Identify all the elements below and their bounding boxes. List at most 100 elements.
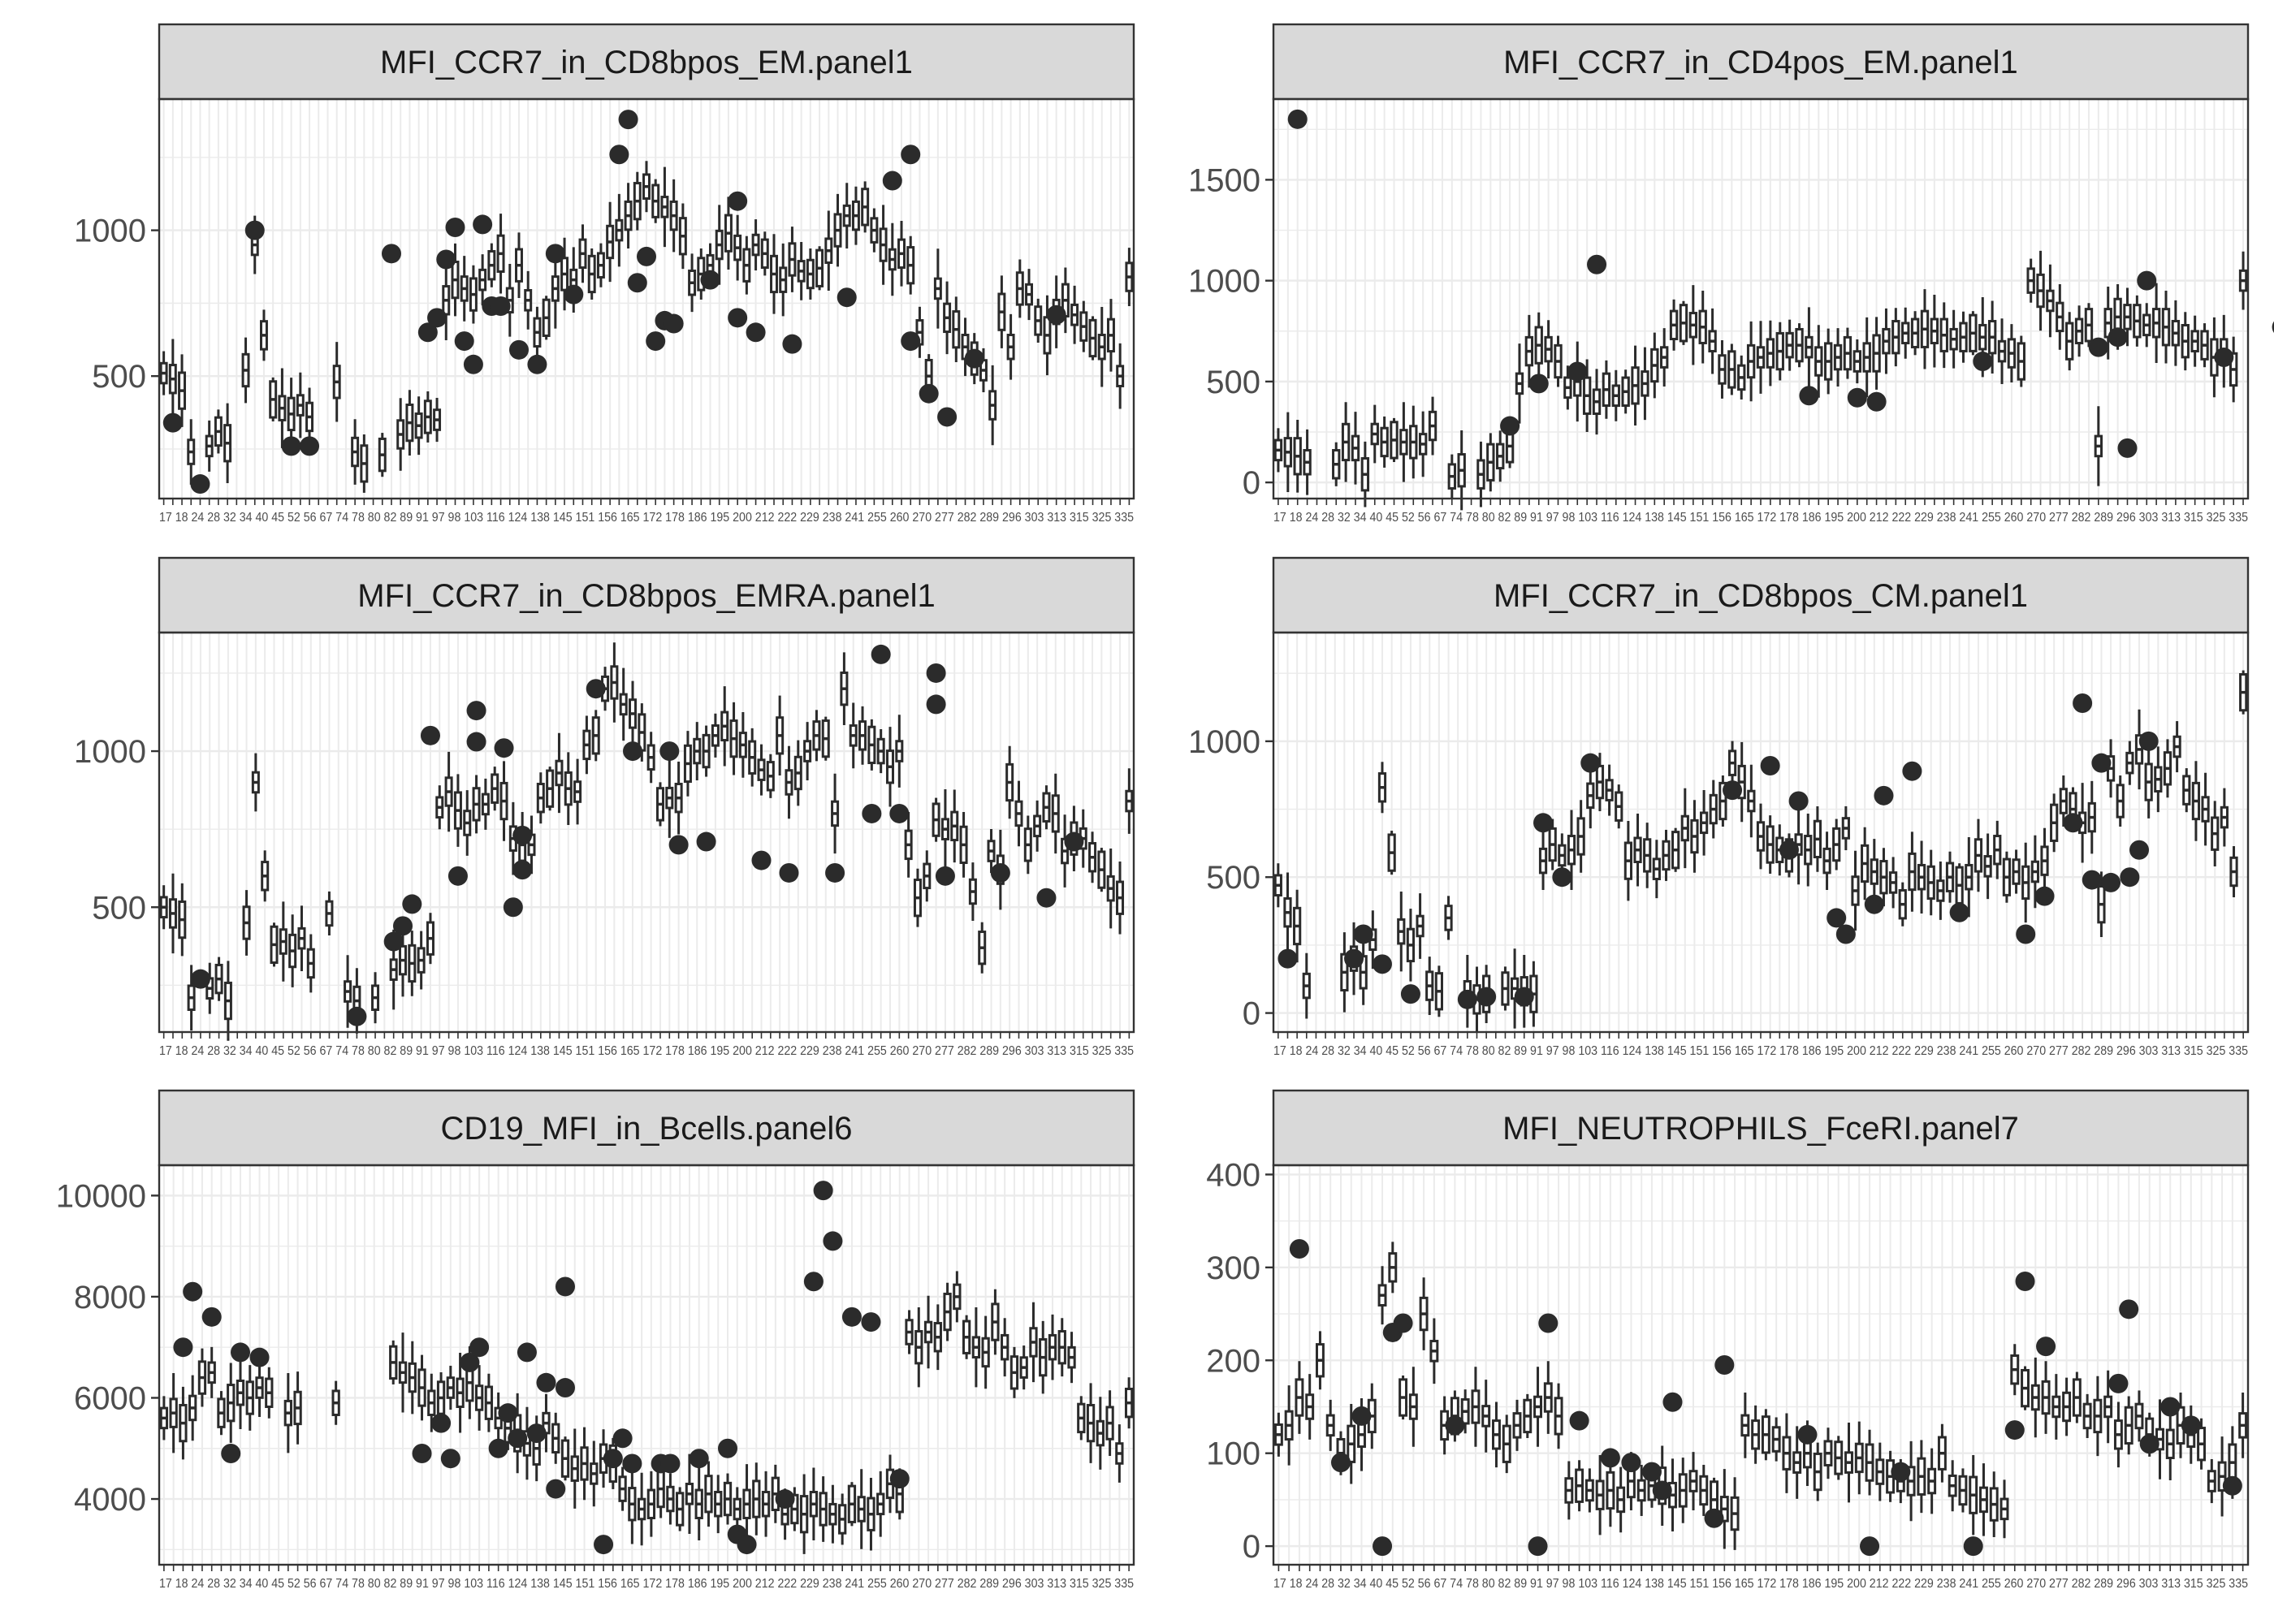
outlier-point [935, 866, 955, 886]
outlier-point [545, 244, 565, 264]
outlier-point [512, 860, 533, 880]
outlier-point [2088, 337, 2108, 357]
facet-strip [158, 1089, 1135, 1167]
outlier-point [1891, 1462, 1911, 1482]
outlier-point [646, 331, 666, 352]
outlier-point [775, 1489, 795, 1510]
outlier-point [668, 835, 689, 855]
outlier-point [1723, 780, 1743, 801]
outlier-point [637, 246, 656, 266]
outlier-point [871, 644, 891, 664]
facet-title: CD19_MFI_in_Bcells.panel6 [441, 1111, 853, 1147]
outlier-point [2138, 731, 2159, 751]
outlier-point [1652, 1480, 1672, 1501]
outlier-point [841, 1307, 862, 1327]
outlier-point [2091, 753, 2112, 773]
outlier-point [469, 1337, 490, 1358]
outlier-point [1621, 1453, 1641, 1473]
outlier-point [527, 354, 547, 374]
outlier-point [964, 348, 984, 369]
panel-background [159, 633, 1134, 1032]
x-tick-labels: 17 18 24 28 32 34 40 45 52 56 67 74 78 8… [159, 511, 1134, 525]
y-tick-label: 8000 [74, 1280, 146, 1315]
outlier-point [813, 1181, 833, 1201]
outlier-point [1874, 785, 1894, 806]
outlier-point [696, 831, 716, 852]
outlier-point [728, 191, 748, 211]
outlier-point [926, 663, 946, 683]
outlier-point [700, 270, 720, 290]
outlier-point [517, 1342, 537, 1363]
y-tick-label: 500 [1206, 860, 1260, 896]
facet-title: MFI_CCR7_in_CD8bpos_EM.panel1 [380, 45, 913, 80]
outlier-point [1827, 908, 1847, 928]
outlier-point [420, 725, 440, 745]
outlier-point [618, 110, 638, 130]
outlier-point [659, 741, 680, 762]
outlier-point [498, 1403, 518, 1423]
y-tick-label: 1000 [74, 214, 146, 249]
panel-border [158, 631, 1135, 1034]
y-tick-label: 500 [1206, 365, 1260, 400]
y-tick-label: 6000 [74, 1380, 146, 1416]
outlier-point [1963, 1536, 1983, 1557]
outlier-point [1372, 954, 1392, 974]
outlier-point [623, 741, 643, 762]
y-tick-label: 500 [92, 890, 146, 926]
facet-strip [1272, 23, 2250, 101]
outlier-point [383, 931, 404, 952]
outlier-point [431, 1413, 452, 1433]
outlier-point [473, 214, 493, 235]
outlier-point [1902, 761, 1922, 781]
y-tick-label: 4000 [74, 1482, 146, 1518]
outlier-point [2108, 1373, 2129, 1393]
outlier-point [1046, 304, 1066, 325]
outlier-point [2160, 1397, 2181, 1417]
facet-panel: MFI_CCR7_in_CD4pos_EM.panel1 0 500 1000 1500… [1188, 23, 2274, 525]
facet-title: MFI_CCR7_in_CD8bpos_CM.panel1 [1494, 578, 2028, 614]
outlier-point [1289, 1238, 1309, 1259]
outlier-point [1760, 756, 1780, 775]
outlier-point [526, 1423, 547, 1444]
outlier-point [2137, 270, 2157, 291]
outlier-point [889, 1469, 910, 1489]
outlier-point [190, 474, 210, 495]
outlier-point [381, 244, 401, 264]
outlier-point [1587, 254, 1607, 274]
outlier-point [837, 287, 857, 308]
outlier-point [1538, 1313, 1559, 1333]
outlier-point [503, 897, 523, 918]
outlier-point [603, 1449, 623, 1469]
y-tick-label: 1000 [74, 734, 146, 770]
outlier-point [1866, 391, 1887, 412]
y-tick-label: 300 [1206, 1250, 1260, 1286]
outlier-point [2108, 327, 2128, 348]
outlier-point [1400, 984, 1420, 1004]
outlier-point [402, 894, 422, 914]
outlier-point [1864, 894, 1884, 914]
outlier-point [1779, 840, 1799, 860]
outlier-point [494, 738, 514, 758]
outlier-point [249, 1347, 270, 1367]
outlier-point [2181, 1415, 2201, 1436]
outlier-point [417, 322, 438, 343]
y-tick-label: 0 [1243, 1529, 1260, 1565]
outlier-point [440, 1449, 460, 1469]
y-tick-label: 0 [1243, 996, 1260, 1032]
outlier-point [466, 732, 486, 752]
outlier-point [190, 969, 210, 989]
outlier-point [488, 1438, 508, 1458]
panel-background [1273, 1165, 2248, 1565]
y-tick-label: 10000 [56, 1178, 146, 1214]
outlier-point [1704, 1508, 1724, 1528]
outlier-point [556, 1276, 575, 1297]
facet-strip [158, 556, 1135, 634]
outlier-point [183, 1281, 203, 1302]
outlier-point [1662, 1392, 1683, 1412]
outlier-point [1287, 109, 1308, 129]
outlier-point [1476, 987, 1497, 1007]
outlier-point [586, 679, 606, 699]
outlier-point [454, 331, 474, 352]
outlier-point [1580, 753, 1601, 773]
outlier-point [508, 1428, 528, 1449]
